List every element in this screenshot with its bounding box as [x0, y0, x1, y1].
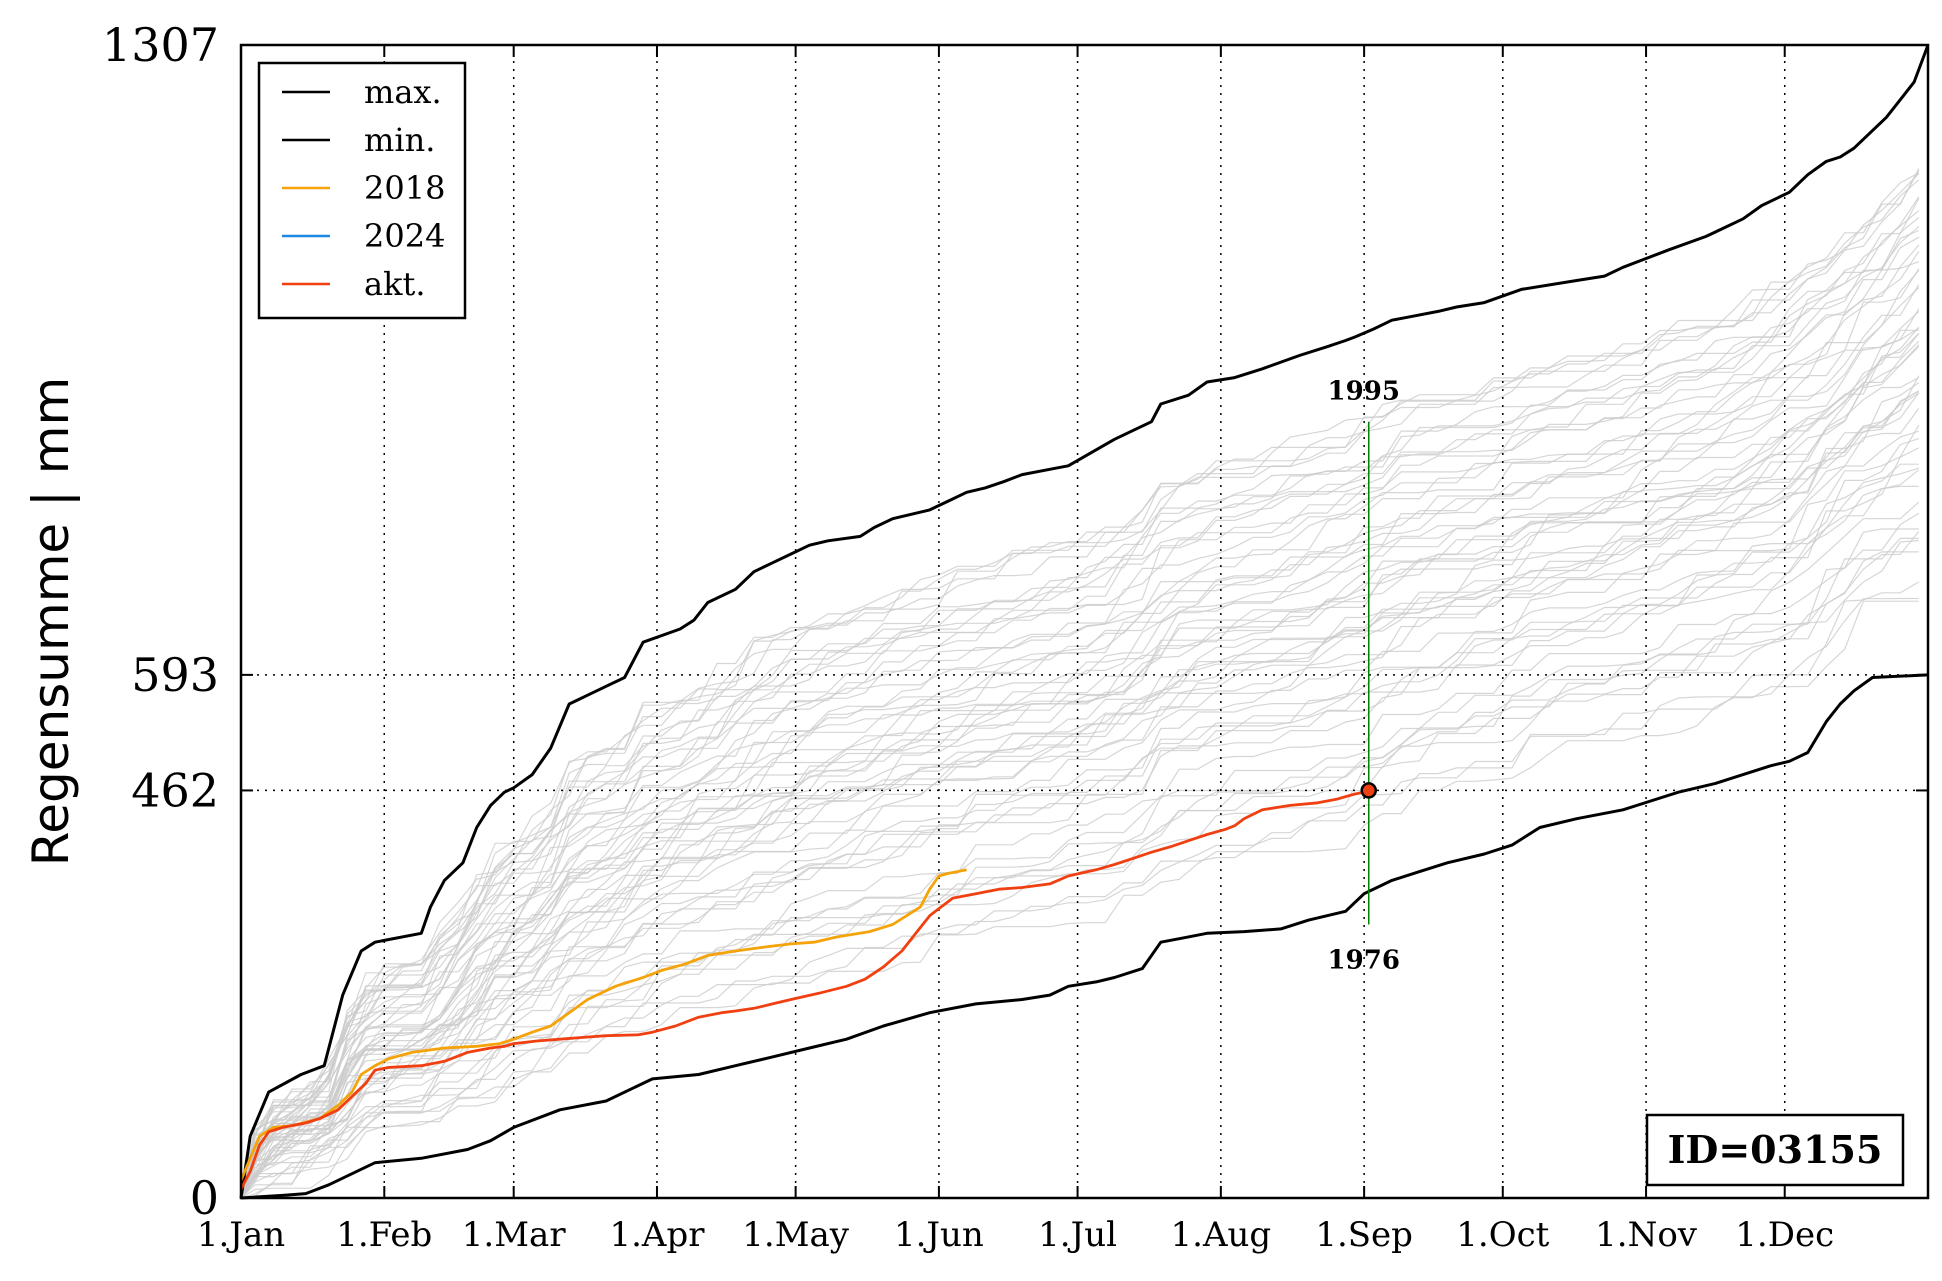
y-tick-label: 0 — [190, 1171, 219, 1225]
series-line-max — [239, 44, 1930, 1199]
background-year-line — [240, 329, 1919, 1199]
x-tick-label: 1.Oct — [1456, 1215, 1549, 1255]
series-line-2018 — [239, 868, 967, 1181]
background-year-lines — [240, 168, 1920, 1199]
legend-entry: max. — [282, 73, 442, 111]
background-year-line — [240, 600, 1919, 1199]
legend-label: max. — [364, 73, 442, 111]
background-year-line — [240, 390, 1920, 1199]
legend-box — [257, 61, 467, 320]
background-year-line — [240, 597, 1919, 1199]
legend-label: 2024 — [364, 217, 445, 255]
background-year-line — [240, 382, 1920, 1199]
background-year-line — [240, 332, 1920, 1199]
background-year-line — [240, 438, 1919, 1199]
background-year-line — [240, 310, 1920, 1199]
background-year-line — [240, 512, 1920, 1199]
y-axis-label: Regensumme | mm — [22, 377, 80, 866]
x-tick-label: 1.Jul — [1038, 1215, 1117, 1255]
series-line-akt — [239, 789, 1370, 1190]
y-tick-label: 593 — [131, 648, 219, 702]
background-year-line — [240, 392, 1920, 1199]
background-year-line — [240, 168, 1920, 1199]
x-tick-label: 1.Jan — [197, 1215, 285, 1255]
legend-label: 2018 — [364, 169, 445, 207]
background-year-line — [240, 430, 1919, 1199]
background-year-line — [240, 284, 1920, 1199]
background-year-line — [240, 308, 1920, 1199]
legend-entry: 2024 — [282, 217, 445, 255]
background-year-line — [240, 501, 1920, 1199]
station-id-label: ID=03155 — [1668, 1127, 1883, 1172]
plot-frame — [239, 43, 1930, 1200]
x-tick-label: 1.Jun — [894, 1215, 984, 1255]
background-year-line — [240, 485, 1919, 1199]
background-year-line — [240, 377, 1920, 1199]
legend-entry: min. — [282, 121, 435, 159]
x-tick-label: 1.May — [742, 1215, 850, 1255]
legend-label: akt. — [364, 265, 426, 303]
background-year-line — [240, 327, 1920, 1199]
background-year-line — [240, 217, 1920, 1199]
x-tick-label: 1.Dec — [1735, 1215, 1834, 1255]
background-year-line — [240, 286, 1920, 1199]
current-point-marker — [1360, 782, 1377, 799]
x-tick-label: 1.Mar — [462, 1215, 567, 1255]
x-tick-label: 1.Sep — [1315, 1215, 1413, 1255]
x-tick-label: 1.Feb — [336, 1215, 432, 1255]
background-year-line — [240, 424, 1920, 1199]
background-year-line — [240, 537, 1919, 1199]
background-year-line — [240, 332, 1920, 1199]
background-year-line — [240, 251, 1920, 1199]
legend-entry: akt. — [282, 265, 426, 303]
axis-ticks: 1.Jan 1.Feb 1.Mar 1.Apr 1.May 1.Jun 1.Jul 1.Aug… — [102, 18, 1928, 1255]
series-layer — [239, 44, 1930, 1200]
legend: max. min. 2018 2024 akt. — [257, 61, 467, 320]
background-year-line — [240, 229, 1920, 1199]
background-year-line — [240, 551, 1919, 1199]
x-tick-label: 1.Apr — [609, 1215, 705, 1255]
background-year-line — [240, 469, 1920, 1199]
background-year-line — [240, 408, 1920, 1199]
station-id-box: ID=03155 — [1645, 1113, 1905, 1187]
station-id-box-border — [1645, 1113, 1905, 1187]
marker-layer: 1995 1976 — [1328, 377, 1400, 976]
range-label-low: 1976 — [1328, 946, 1400, 976]
legend-entry: 2018 — [282, 169, 445, 207]
x-tick-label: 1.Nov — [1595, 1215, 1698, 1255]
series-line-min — [240, 673, 1929, 1200]
y-tick-label: 462 — [131, 763, 219, 817]
range-label-high: 1995 — [1328, 377, 1400, 407]
legend-label: min. — [364, 121, 435, 159]
background-year-line — [240, 226, 1920, 1199]
background-year-line — [240, 392, 1920, 1199]
x-tick-label: 1.Aug — [1171, 1215, 1272, 1255]
background-year-line — [240, 528, 1919, 1199]
y-tick-label: 1307 — [102, 18, 219, 72]
background-year-line — [240, 463, 1919, 1199]
background-year-line — [240, 447, 1920, 1199]
grid-lines — [241, 45, 1928, 1198]
background-year-line — [240, 344, 1920, 1199]
